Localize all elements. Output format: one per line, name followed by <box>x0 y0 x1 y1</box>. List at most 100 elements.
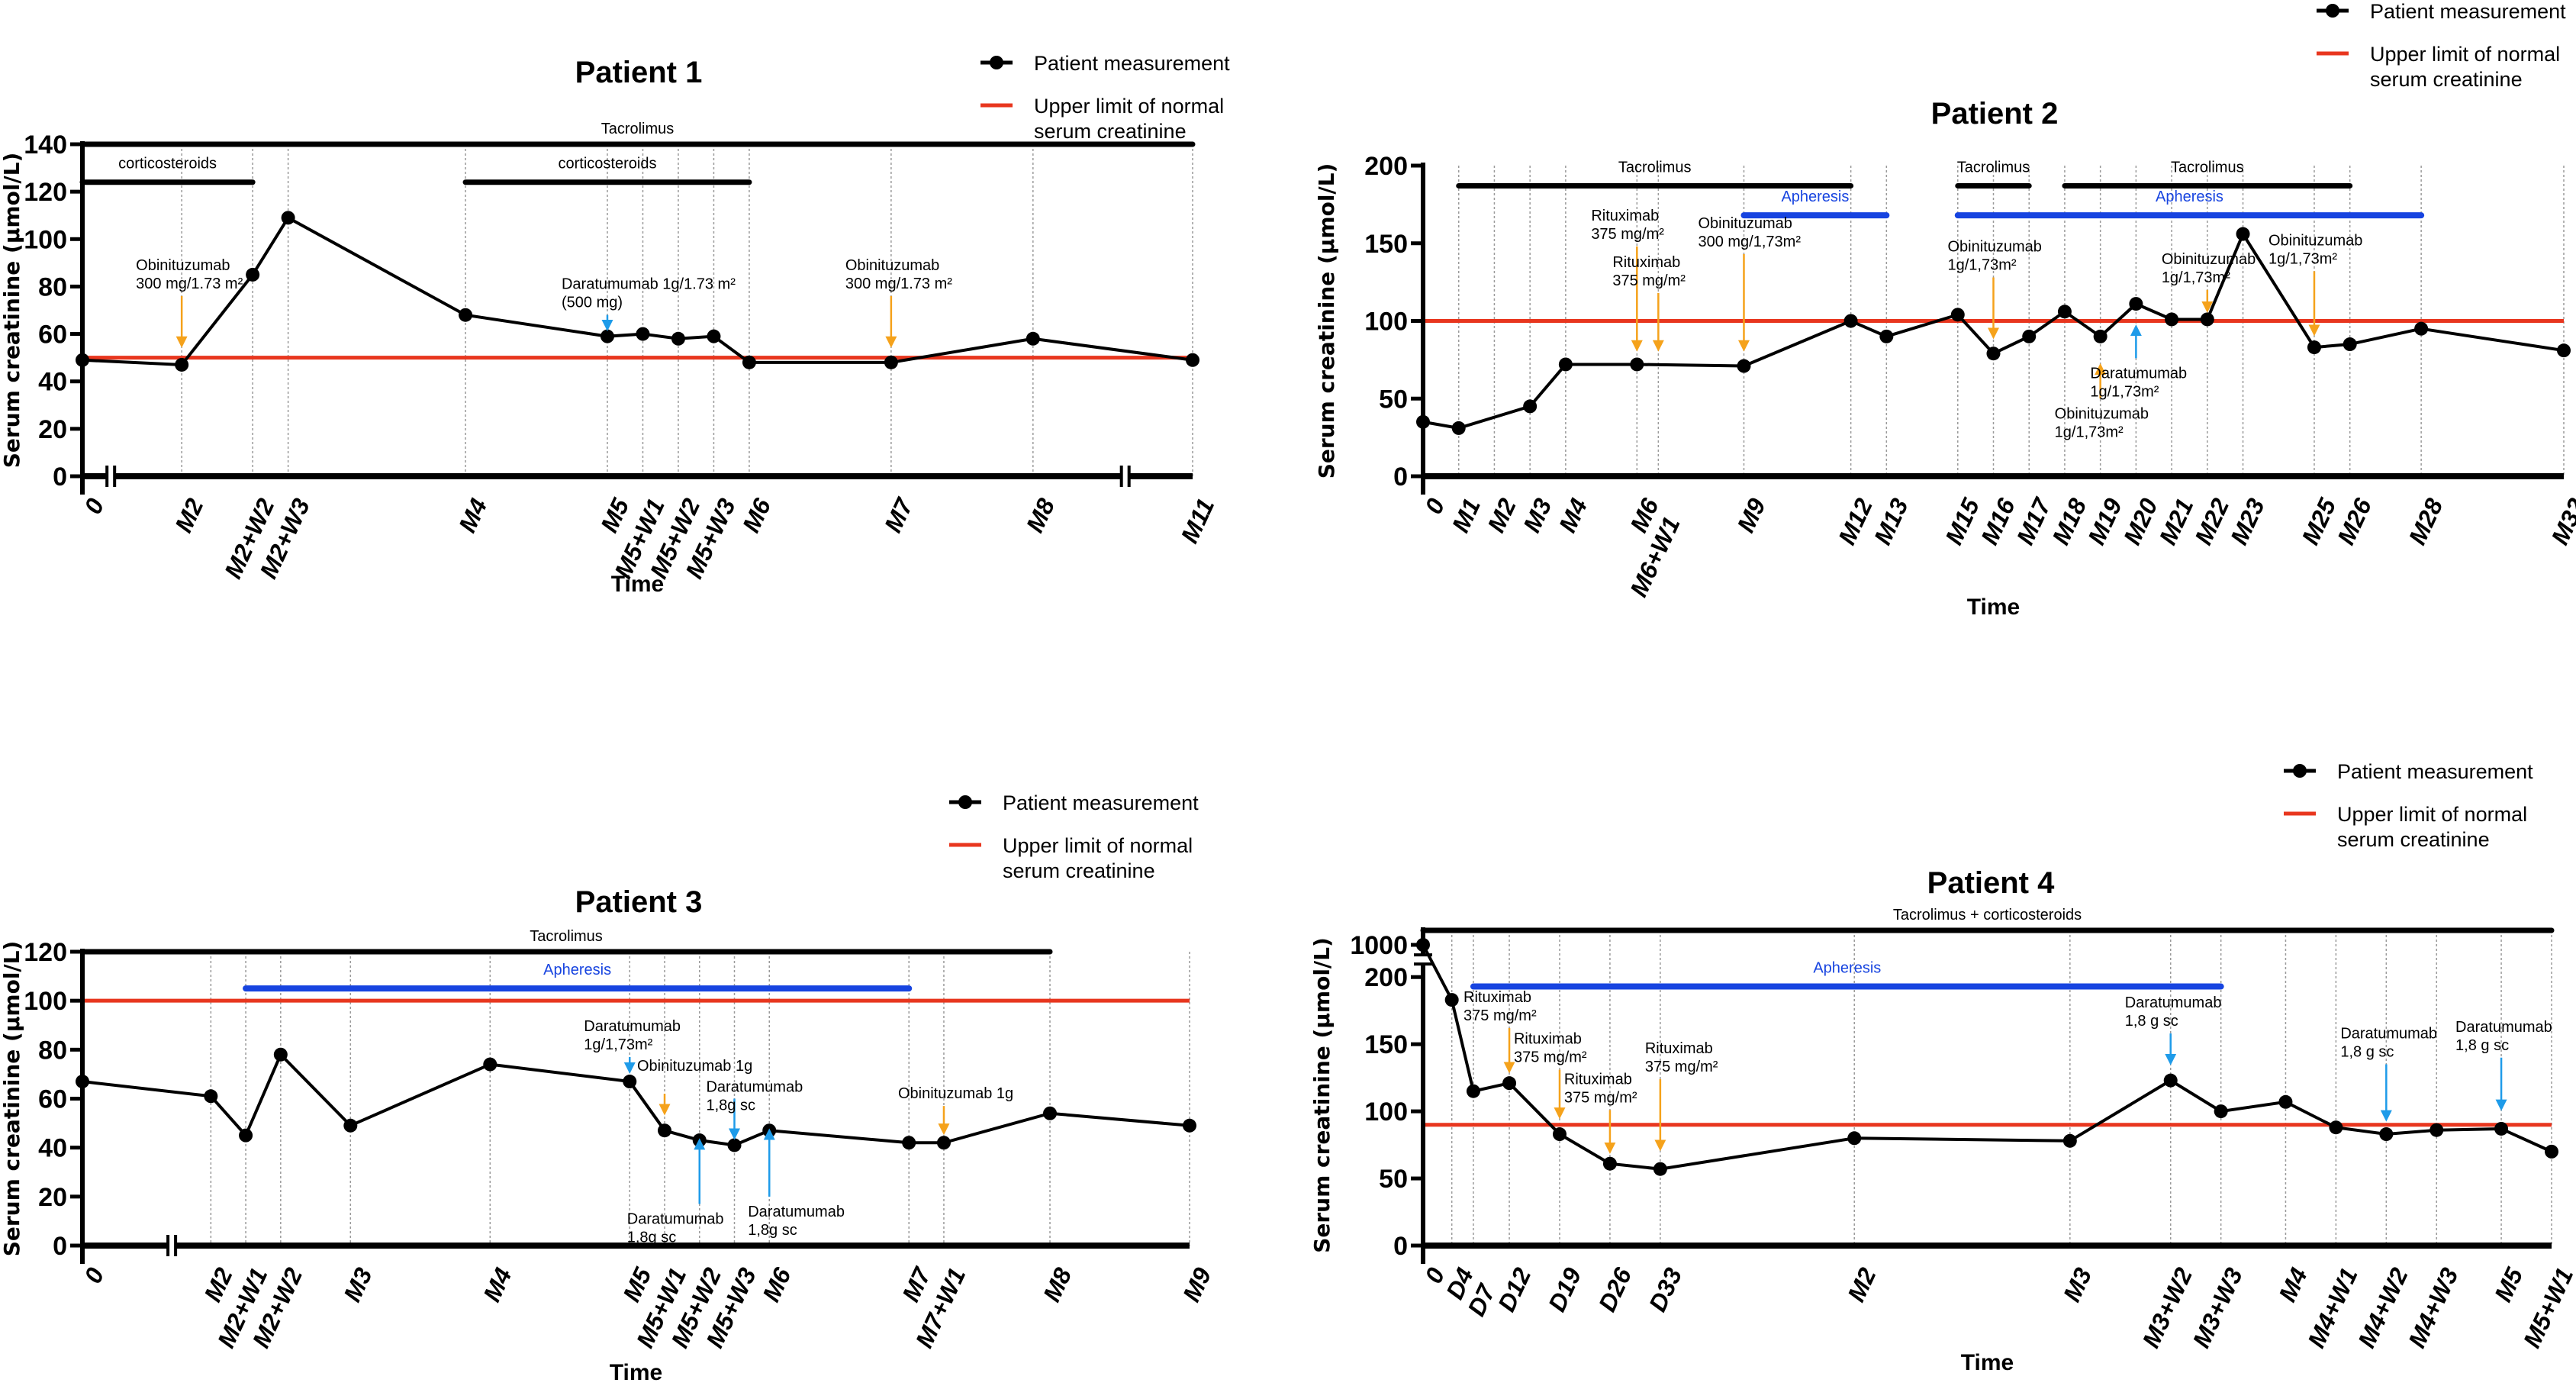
measurement-point[interactable] <box>1950 308 1965 322</box>
measurement-point[interactable] <box>1043 1106 1058 1120</box>
x-axis-label: Time <box>1961 1350 2014 1375</box>
treatment-annotation: 1g/1,73m² <box>1948 257 2017 274</box>
measurement-point[interactable] <box>636 327 650 341</box>
x-tick-label: M17 <box>2011 493 2057 550</box>
y-tick-label: 0 <box>1393 463 1408 492</box>
treatment-annotation: Daratumumab <box>2340 1026 2437 1043</box>
measurement-point[interactable] <box>2414 321 2429 336</box>
measurement-point[interactable] <box>902 1136 916 1150</box>
measurement-point[interactable] <box>623 1075 637 1089</box>
measurement-point[interactable] <box>1558 357 1573 372</box>
x-tick-label: 0 <box>1419 494 1450 518</box>
measurement-point[interactable] <box>1502 1076 1517 1091</box>
measurement-point[interactable] <box>2343 337 2357 352</box>
measurement-point[interactable] <box>742 355 756 369</box>
x-tick-label: M1 <box>1447 495 1486 537</box>
measurement-point[interactable] <box>727 1138 742 1152</box>
treatment-annotation: Rituximab <box>1463 989 1531 1006</box>
measurement-point[interactable] <box>1186 353 1199 367</box>
measurement-point[interactable] <box>2236 227 2250 241</box>
x-tick-label: M22 <box>2189 494 2234 549</box>
measurement-point[interactable] <box>246 267 260 282</box>
x-tick-label: D12 <box>1492 1263 1537 1316</box>
y-tick-label: 50 <box>1379 1165 1408 1194</box>
measurement-point[interactable] <box>459 308 473 322</box>
measurement-point[interactable] <box>2494 1121 2509 1136</box>
treatment-annotation: 1g/1,73m² <box>2268 250 2337 267</box>
measurement-point[interactable] <box>483 1057 497 1072</box>
treatment-annotation: 375 mg/m² <box>1463 1007 1537 1024</box>
measurement-point[interactable] <box>1416 414 1430 429</box>
legend-uln-label: serum creatinine <box>2337 828 2490 851</box>
x-tick-label: M2 <box>169 494 208 537</box>
measurement-point[interactable] <box>1843 314 1858 328</box>
measurement-point[interactable] <box>2214 1104 2228 1119</box>
measurement-point[interactable] <box>2429 1123 2444 1137</box>
measurement-point[interactable] <box>2307 340 2321 355</box>
measurement-point[interactable] <box>671 331 685 346</box>
measurement-point[interactable] <box>1602 1156 1617 1171</box>
measurement-point[interactable] <box>936 1136 951 1150</box>
measurement-point[interactable] <box>707 329 721 343</box>
legend-measurement-label: Patient measurement <box>2370 0 2566 23</box>
x-tick-label: M4 <box>1554 494 1592 537</box>
measurement-point[interactable] <box>239 1128 253 1143</box>
y-tick-label: 80 <box>38 1036 67 1065</box>
measurement-point[interactable] <box>2062 1133 2077 1148</box>
measurement-point[interactable] <box>2057 305 2072 319</box>
treatment-annotation: Obinituzumab <box>845 257 939 274</box>
measurement-point[interactable] <box>1879 329 1894 343</box>
x-tick-label: M19 <box>2082 494 2127 549</box>
measurement-point[interactable] <box>281 211 295 225</box>
measurement-point[interactable] <box>2129 297 2143 311</box>
treatment-annotation: 375 mg/m² <box>1645 1059 1718 1075</box>
measurement-point[interactable] <box>1552 1127 1567 1142</box>
x-tick-label: M9 <box>1177 1263 1216 1306</box>
legend-uln-label: serum creatinine <box>1003 859 1155 882</box>
treatment-annotation: Obinituzumab 1g <box>898 1085 1013 1102</box>
measurement-point[interactable] <box>2165 312 2179 327</box>
measurement-point[interactable] <box>343 1118 358 1133</box>
measurement-point[interactable] <box>2200 312 2214 327</box>
y-tick-label: 50 <box>1379 385 1408 414</box>
measurement-point[interactable] <box>1737 359 1751 373</box>
treatment-annotation: 300 mg/1.73 m² <box>136 276 243 292</box>
measurement-point[interactable] <box>1416 938 1430 952</box>
measurement-point[interactable] <box>2278 1094 2293 1109</box>
measurement-point[interactable] <box>204 1089 218 1104</box>
legend-measurement-marker <box>990 56 1003 69</box>
measurement-point[interactable] <box>2093 329 2107 343</box>
measurement-point[interactable] <box>2379 1127 2394 1142</box>
measurement-point[interactable] <box>273 1047 288 1062</box>
x-tick-label: M12 <box>1833 494 1878 549</box>
x-tick-label: M8 <box>1038 1263 1077 1306</box>
measurement-point[interactable] <box>2163 1073 2178 1088</box>
measurement-point[interactable] <box>1986 346 2001 361</box>
measurement-point[interactable] <box>1653 1162 1667 1176</box>
measurement-point[interactable] <box>884 355 898 369</box>
measurement-point[interactable] <box>1183 1118 1196 1133</box>
treatment-annotation: 1,8 g sc <box>2340 1044 2394 1061</box>
measurement-point[interactable] <box>1451 421 1466 435</box>
measurement-point[interactable] <box>76 353 89 367</box>
treatment-annotation: 375 mg/m² <box>1514 1049 1587 1066</box>
measurement-point[interactable] <box>2545 1144 2558 1159</box>
x-tick-label: M11 <box>1175 495 1219 547</box>
measurement-point[interactable] <box>1523 399 1538 414</box>
measurement-point[interactable] <box>1630 357 1644 372</box>
measurement-point[interactable] <box>2329 1120 2343 1135</box>
measurement-point[interactable] <box>600 329 614 343</box>
x-tick-label: D33 <box>1644 1263 1688 1316</box>
measurement-point[interactable] <box>1444 993 1459 1007</box>
measurement-point[interactable] <box>2022 329 2037 343</box>
measurement-point[interactable] <box>175 357 189 372</box>
measurement-point[interactable] <box>1847 1131 1862 1146</box>
measurement-point[interactable] <box>2557 343 2571 358</box>
legend-uln-label: serum creatinine <box>2370 68 2523 91</box>
x-tick-label: M9 <box>1731 494 1770 537</box>
measurement-point[interactable] <box>76 1075 89 1089</box>
measurement-point[interactable] <box>1026 331 1040 346</box>
measurement-point[interactable] <box>1466 1084 1480 1098</box>
treatment-annotation: Daratumumab 1g/1.73 m² <box>562 276 736 293</box>
measurement-point[interactable] <box>658 1123 672 1138</box>
